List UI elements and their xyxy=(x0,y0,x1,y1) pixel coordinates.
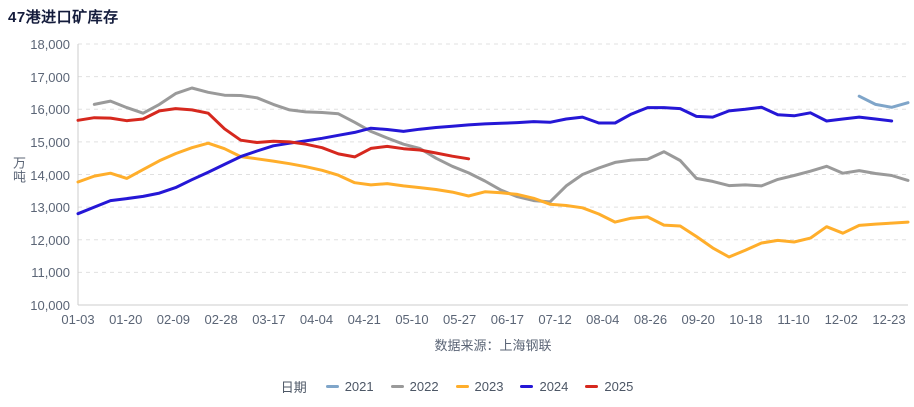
y-tick-label: 12,000 xyxy=(30,232,70,248)
legend-item-2025[interactable]: 2025 xyxy=(585,379,633,394)
legend-item-2021[interactable]: 2021 xyxy=(325,379,374,394)
legend-item-2024[interactable]: 2024 xyxy=(520,379,568,394)
legend-marker-2022 xyxy=(390,385,404,388)
x-tick-label: 12-02 xyxy=(824,312,858,327)
x-tick-label: 01-03 xyxy=(61,312,95,327)
y-tick-label: 18,000 xyxy=(30,37,70,52)
legend-label-2022: 2022 xyxy=(409,379,439,394)
legend-label-2023: 2023 xyxy=(474,379,504,394)
x-tick-label: 09-20 xyxy=(681,312,715,327)
x-tick-label: 05-10 xyxy=(395,312,429,327)
x-tick-label: 02-28 xyxy=(204,312,238,327)
chart-title: 47港进口矿库存 xyxy=(8,9,119,26)
chart-legend: 日期 2021 2022 2023 2024 2025 xyxy=(0,377,914,396)
legend-marker-2024 xyxy=(520,385,534,388)
x-tick-label: 08-04 xyxy=(586,312,620,327)
legend-marker-2023 xyxy=(455,385,469,388)
y-tick-label: 16,000 xyxy=(30,102,70,118)
y-tick-label: 10,000 xyxy=(30,298,70,313)
x-tick-label: 05-27 xyxy=(443,312,477,327)
x-tick-label: 10-18 xyxy=(729,312,763,327)
x-tick-label: 08-26 xyxy=(633,312,668,327)
x-tick-label: 01-20 xyxy=(109,312,143,327)
x-tick-label: 03-17 xyxy=(252,312,286,327)
y-tick-label: 13,000 xyxy=(30,200,70,216)
series-line-2023 xyxy=(76,141,910,259)
y-tick-label: 14,000 xyxy=(30,167,70,183)
data-source-caption: 数据来源：上海钢联 xyxy=(434,338,552,353)
series-line-2024 xyxy=(76,105,894,216)
legend-label-2024: 2024 xyxy=(539,379,569,394)
legend-label-2025: 2025 xyxy=(604,379,634,394)
x-tick-label: 04-04 xyxy=(299,312,334,327)
x-tick-label: 07-12 xyxy=(538,312,572,327)
legend-item-2022[interactable]: 2022 xyxy=(390,379,439,394)
y-tick-label: 11,000 xyxy=(31,265,70,281)
series-line-2022 xyxy=(92,86,910,204)
y-axis-unit-label: 万吨 xyxy=(11,156,26,184)
y-tick-label: 15,000 xyxy=(30,134,70,150)
legend-marker-2025 xyxy=(585,385,599,388)
legend-item-2023[interactable]: 2023 xyxy=(455,379,504,394)
x-tick-label: 02-09 xyxy=(156,312,191,327)
x-tick-label: 04-21 xyxy=(347,312,381,327)
x-tick-label: 06-17 xyxy=(490,312,524,327)
series-line-2021 xyxy=(857,94,910,109)
x-tick-label: 12-23 xyxy=(872,312,906,327)
legend-marker-2021 xyxy=(325,385,339,388)
x-tick-label: 11-10 xyxy=(777,312,810,327)
series-line-2025 xyxy=(76,107,471,161)
legend-label-2021: 2021 xyxy=(344,379,374,394)
y-tick-label: 17,000 xyxy=(30,69,70,85)
legend-axis-label: 日期 xyxy=(280,380,307,395)
